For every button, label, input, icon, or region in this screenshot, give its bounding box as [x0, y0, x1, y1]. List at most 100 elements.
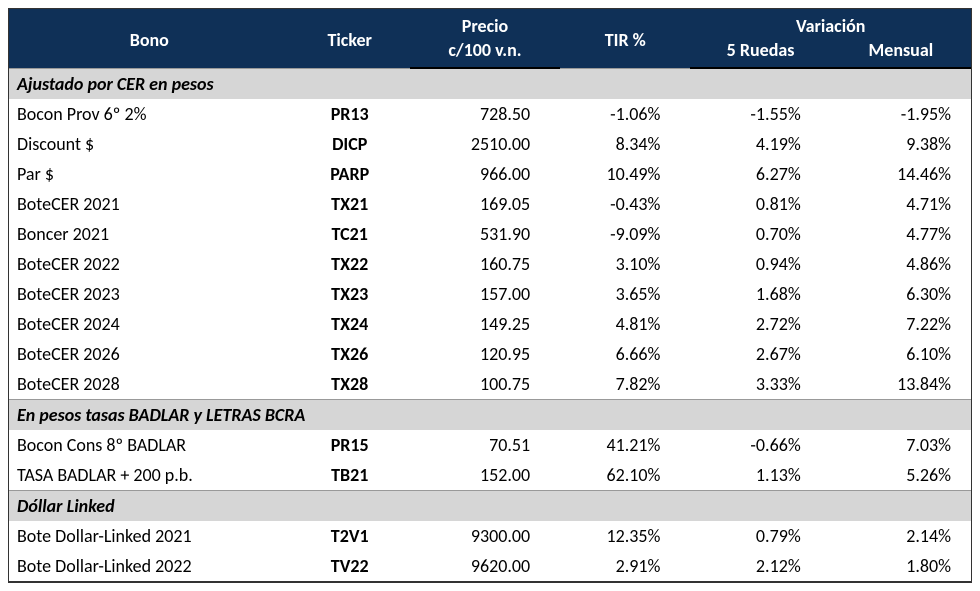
cell-varm: 14.46%	[831, 159, 971, 189]
cell-varm: 6.30%	[831, 279, 971, 309]
cell-ticker: TX28	[290, 369, 410, 400]
cell-ticker: TC21	[290, 219, 410, 249]
cell-varm: 7.22%	[831, 309, 971, 339]
cell-bono: Boncer 2021	[9, 219, 290, 249]
cell-ticker: TX21	[290, 189, 410, 219]
cell-precio: 152.00	[410, 460, 560, 491]
cell-var5: 1.13%	[690, 460, 830, 491]
header-varm: Mensual	[831, 39, 971, 68]
cell-tir: 12.35%	[560, 521, 690, 551]
cell-varm: 5.26%	[831, 460, 971, 491]
table-row: Discount $DICP2510.008.34%4.19%9.38%	[9, 129, 971, 159]
cell-var5: 2.12%	[690, 551, 830, 582]
table-row: Bote Dollar-Linked 2022TV229620.002.91%2…	[9, 551, 971, 582]
cell-tir: 8.34%	[560, 129, 690, 159]
cell-ticker: DICP	[290, 129, 410, 159]
group-header-row: Dóllar Linked	[9, 491, 971, 522]
cell-var5: -0.66%	[690, 430, 830, 460]
cell-var5: 0.94%	[690, 249, 830, 279]
cell-var5: -1.55%	[690, 99, 830, 129]
cell-precio: 70.51	[410, 430, 560, 460]
cell-tir: 3.65%	[560, 279, 690, 309]
table-row: BoteCER 2026TX26120.956.66%2.67%6.10%	[9, 339, 971, 369]
cell-varm: 1.80%	[831, 551, 971, 582]
header-row-top: Bono Ticker Precio TIR % Variación	[9, 9, 971, 39]
cell-precio: 531.90	[410, 219, 560, 249]
cell-bono: Par $	[9, 159, 290, 189]
cell-ticker: PR15	[290, 430, 410, 460]
cell-varm: 4.77%	[831, 219, 971, 249]
cell-tir: 7.82%	[560, 369, 690, 400]
table-row: BoteCER 2023TX23157.003.65%1.68%6.30%	[9, 279, 971, 309]
cell-var5: 4.19%	[690, 129, 830, 159]
cell-varm: -1.95%	[831, 99, 971, 129]
cell-var5: 6.27%	[690, 159, 830, 189]
cell-tir: 6.66%	[560, 339, 690, 369]
cell-tir: 41.21%	[560, 430, 690, 460]
cell-tir: -9.09%	[560, 219, 690, 249]
bonds-table-container: Bono Ticker Precio TIR % Variación c/100…	[8, 8, 972, 583]
cell-varm: 6.10%	[831, 339, 971, 369]
cell-bono: Bocon Prov 6º 2%	[9, 99, 290, 129]
cell-precio: 2510.00	[410, 129, 560, 159]
group-title: Dóllar Linked	[9, 491, 971, 522]
cell-var5: 3.33%	[690, 369, 830, 400]
cell-tir: 10.49%	[560, 159, 690, 189]
cell-var5: 2.67%	[690, 339, 830, 369]
cell-varm: 2.14%	[831, 521, 971, 551]
header-precio-top: Precio	[410, 9, 560, 39]
cell-var5: 2.72%	[690, 309, 830, 339]
cell-varm: 7.03%	[831, 430, 971, 460]
cell-precio: 9620.00	[410, 551, 560, 582]
cell-precio: 100.75	[410, 369, 560, 400]
header-bono: Bono	[9, 9, 290, 68]
cell-varm: 9.38%	[831, 129, 971, 159]
header-ticker: Ticker	[290, 9, 410, 68]
table-body: Ajustado por CER en pesosBocon Prov 6º 2…	[9, 68, 971, 582]
group-title: Ajustado por CER en pesos	[9, 68, 971, 99]
cell-precio: 149.25	[410, 309, 560, 339]
cell-ticker: TX24	[290, 309, 410, 339]
cell-precio: 169.05	[410, 189, 560, 219]
cell-precio: 9300.00	[410, 521, 560, 551]
cell-ticker: TV22	[290, 551, 410, 582]
cell-bono: Discount $	[9, 129, 290, 159]
cell-varm: 4.71%	[831, 189, 971, 219]
cell-bono: BoteCER 2021	[9, 189, 290, 219]
table-header: Bono Ticker Precio TIR % Variación c/100…	[9, 9, 971, 68]
group-header-row: Ajustado por CER en pesos	[9, 68, 971, 99]
cell-ticker: TX23	[290, 279, 410, 309]
cell-bono: BoteCER 2026	[9, 339, 290, 369]
table-row: Boncer 2021TC21531.90-9.09%0.70%4.77%	[9, 219, 971, 249]
group-header-row: En pesos tasas BADLAR y LETRAS BCRA	[9, 400, 971, 431]
cell-precio: 728.50	[410, 99, 560, 129]
cell-bono: BoteCER 2023	[9, 279, 290, 309]
cell-tir: -0.43%	[560, 189, 690, 219]
table-row: BoteCER 2021TX21169.05-0.43%0.81%4.71%	[9, 189, 971, 219]
header-var5: 5 Ruedas	[690, 39, 830, 68]
cell-ticker: TX22	[290, 249, 410, 279]
table-row: BoteCER 2024TX24149.254.81%2.72%7.22%	[9, 309, 971, 339]
table-row: TASA BADLAR + 200 p.b.TB21152.0062.10%1.…	[9, 460, 971, 491]
cell-var5: 0.81%	[690, 189, 830, 219]
cell-ticker: TX26	[290, 339, 410, 369]
header-variacion: Variación	[690, 9, 971, 39]
cell-var5: 1.68%	[690, 279, 830, 309]
cell-var5: 0.79%	[690, 521, 830, 551]
cell-bono: TASA BADLAR + 200 p.b.	[9, 460, 290, 491]
cell-tir: -1.06%	[560, 99, 690, 129]
table-row: BoteCER 2022TX22160.753.10%0.94%4.86%	[9, 249, 971, 279]
cell-tir: 3.10%	[560, 249, 690, 279]
bonds-table: Bono Ticker Precio TIR % Variación c/100…	[9, 9, 971, 582]
group-title: En pesos tasas BADLAR y LETRAS BCRA	[9, 400, 971, 431]
cell-precio: 157.00	[410, 279, 560, 309]
cell-ticker: PR13	[290, 99, 410, 129]
cell-precio: 966.00	[410, 159, 560, 189]
header-tir: TIR %	[560, 9, 690, 68]
cell-ticker: T2V1	[290, 521, 410, 551]
cell-varm: 13.84%	[831, 369, 971, 400]
cell-tir: 2.91%	[560, 551, 690, 582]
table-row: Bocon Cons 8º BADLARPR1570.5141.21%-0.66…	[9, 430, 971, 460]
cell-ticker: PARP	[290, 159, 410, 189]
header-precio-bottom: c/100 v.n.	[410, 39, 560, 68]
